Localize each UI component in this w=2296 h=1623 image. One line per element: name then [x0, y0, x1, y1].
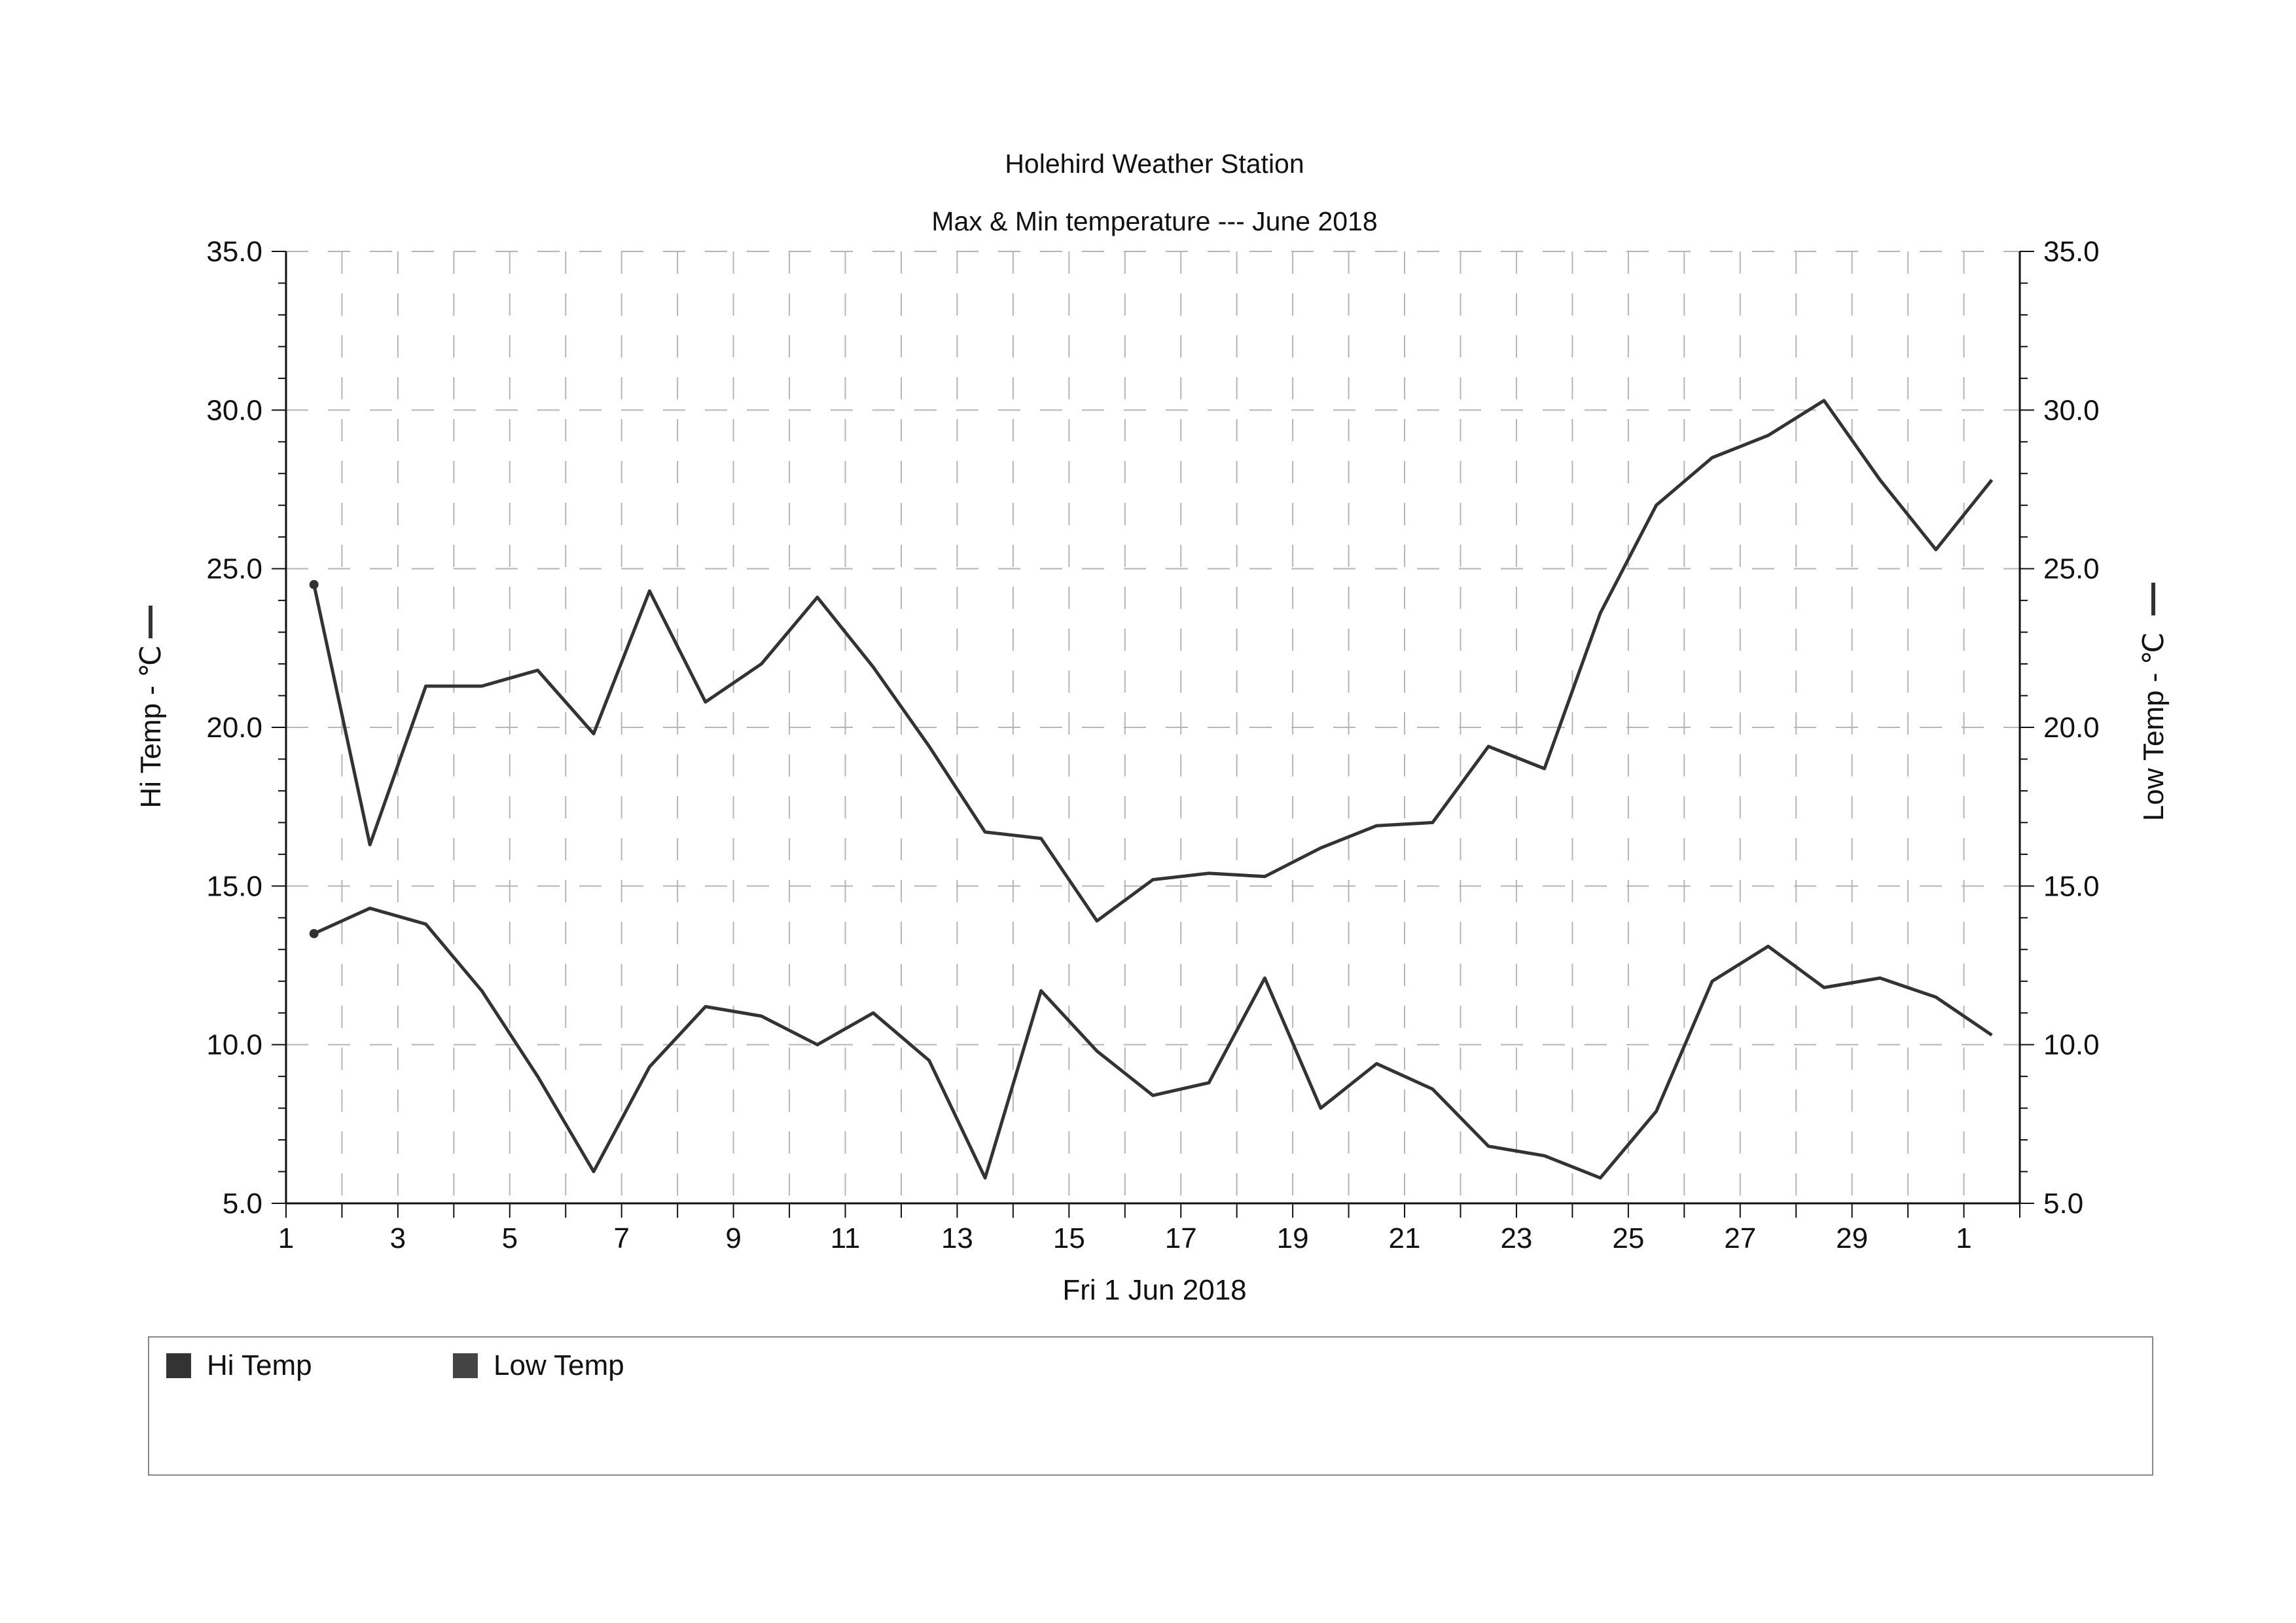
right-y-tick-label: 15.0 — [2043, 870, 2100, 902]
right-y-tick-label: 20.0 — [2043, 712, 2100, 744]
right-y-tick-label: 10.0 — [2043, 1029, 2100, 1061]
x-tick-label: 19 — [1277, 1222, 1309, 1254]
x-tick-label: 23 — [1500, 1222, 1532, 1254]
left-y-tick-label: 15.0 — [206, 870, 262, 902]
right-y-tick-label: 30.0 — [2043, 394, 2100, 426]
series-line-hi-temp — [312, 399, 1994, 923]
series-lines — [309, 399, 1994, 1180]
right-y-tick-label: 5.0 — [2043, 1188, 2083, 1220]
x-tick-label: 17 — [1165, 1222, 1197, 1254]
axis-ticks: 5.0 5.0 10.0 10.0 15.0 15.0 20.0 20.0 25.0 25.0 30… — [206, 236, 2099, 1254]
left-axis-title-text: Hi Temp - ℃ — [135, 645, 167, 808]
x-tick-label: 29 — [1836, 1222, 1868, 1254]
left-y-tick-label: 20.0 — [206, 712, 262, 744]
right-y-tick-label: 35.0 — [2043, 236, 2100, 268]
x-tick-label: 9 — [725, 1222, 741, 1254]
x-tick-label: 15 — [1053, 1222, 1085, 1254]
x-tick-label: 7 — [613, 1222, 629, 1254]
right-y-tick-label: 25.0 — [2043, 553, 2100, 585]
series-start-point-low-temp — [309, 929, 319, 939]
legend: Hi Temp Low Temp — [148, 1336, 2153, 1476]
left-y-tick-label: 10.0 — [206, 1029, 262, 1061]
x-tick-label: 25 — [1612, 1222, 1644, 1254]
x-tick-label: 21 — [1389, 1222, 1421, 1254]
right-axis-title: Low Temp - ℃ — [2138, 583, 2170, 821]
x-axis-title: Fri 1 Jun 2018 — [1062, 1274, 1246, 1306]
chart-title: Holehird Weather Station — [1005, 149, 1304, 179]
grid — [286, 251, 2020, 1203]
right-axis-title-text: Low Temp - ℃ — [2138, 632, 2170, 821]
left-y-tick-label: 5.0 — [223, 1188, 262, 1220]
x-tick-label: 13 — [941, 1222, 973, 1254]
left-y-tick-label: 25.0 — [206, 553, 262, 585]
legend-label-hi-temp: Hi Temp — [207, 1349, 312, 1381]
x-tick-label: 11 — [831, 1222, 861, 1254]
series-line-low-temp — [313, 906, 1993, 1180]
left-y-tick-label: 30.0 — [206, 394, 262, 426]
x-tick-label: 5 — [502, 1222, 518, 1254]
x-tick-label: 1 — [1956, 1222, 1971, 1254]
chart-subtitle: Max & Min temperature --- June 2018 — [931, 206, 1377, 236]
x-tick-label: 27 — [1724, 1222, 1756, 1254]
left-axis-title: Hi Temp - ℃ — [135, 606, 167, 809]
legend-item-low-temp: Low Temp — [453, 1349, 624, 1382]
legend-item-hi-temp: Hi Temp — [166, 1349, 312, 1382]
left-y-tick-label: 35.0 — [206, 236, 262, 268]
x-tick-label: 1 — [278, 1222, 294, 1254]
legend-label-low-temp: Low Temp — [493, 1349, 624, 1381]
series-start-point-hi-temp — [309, 579, 319, 589]
x-tick-label: 3 — [390, 1222, 406, 1254]
legend-swatch-hi-temp — [166, 1353, 191, 1378]
legend-swatch-low-temp — [453, 1353, 478, 1378]
